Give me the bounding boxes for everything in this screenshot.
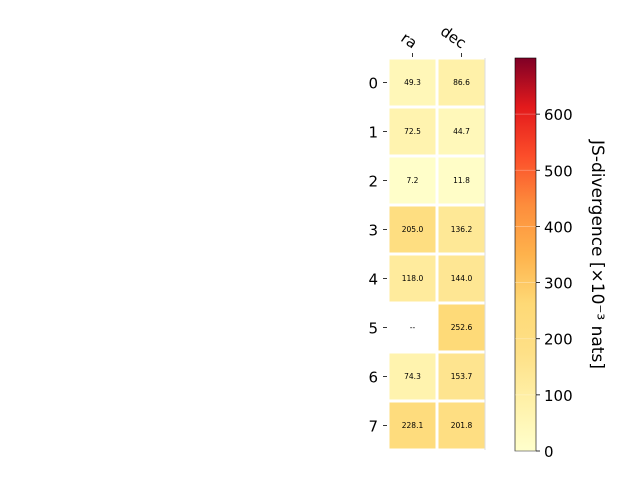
heatmap-cell (438, 304, 485, 351)
y-tick-label: 0 (368, 75, 378, 93)
y-tick-label: 6 (368, 369, 378, 387)
colorbar-tick-label: 600 (544, 106, 573, 124)
cell-value-label: 11.8 (453, 176, 470, 185)
heatmap-cell (389, 206, 436, 253)
x-tick-label: ra (398, 29, 421, 53)
heatmap-cell (438, 353, 485, 400)
heatmap-cell (438, 402, 485, 449)
heatmap-cell (389, 59, 436, 106)
colorbar-gradient (514, 57, 537, 452)
heatmap-cell (438, 206, 485, 253)
colorbar-label: JS-divergence [×10⁻³ nats] (587, 139, 607, 369)
heatmap-cell (389, 255, 436, 302)
heatmap-cell (389, 353, 436, 400)
y-tick-label: 2 (368, 173, 378, 191)
cell-value-label: 44.7 (453, 127, 470, 136)
y-tick-label: 3 (368, 222, 378, 240)
colorbar-tick-label: 500 (544, 162, 573, 180)
heatmap-cell (438, 59, 485, 106)
cell-value-label: 153.7 (451, 372, 473, 381)
cell-value-label: 49.3 (404, 78, 421, 87)
cell-value-label: 144.0 (451, 274, 473, 283)
cell-value-label: 74.3 (404, 372, 421, 381)
cell-value-label: 72.5 (404, 127, 421, 136)
colorbar-tick-label: 200 (544, 331, 573, 349)
cell-value-label: 228.1 (402, 421, 424, 430)
colorbar-tick-label: 300 (544, 275, 573, 293)
colorbar-tick-label: 100 (544, 387, 573, 405)
heatmap-cell (438, 108, 485, 155)
heatmap-cell (389, 157, 436, 204)
y-tick-label: 1 (368, 124, 378, 142)
cell-value-label: 252.6 (451, 323, 473, 332)
y-tick-label: 7 (368, 418, 378, 436)
x-tick-label: dec (437, 22, 469, 52)
colorbar-tick-label: 0 (544, 443, 554, 461)
cell-value-label: 205.0 (402, 225, 424, 234)
cell-value-label: 136.2 (451, 225, 473, 234)
colorbar-tick-label: 400 (544, 218, 573, 236)
heatmap-cell (438, 157, 485, 204)
heatmap-cell (438, 255, 485, 302)
heatmap-cell (389, 402, 436, 449)
cell-value-label: 86.6 (453, 78, 470, 87)
cell-value-label: 7.2 (407, 176, 419, 185)
cell-value-label: 118.0 (402, 274, 424, 283)
y-tick-label: 5 (368, 320, 378, 338)
colorbar: 0 100 200 300 400 500 600 JS-divergence [×10⁻³ … (514, 57, 607, 461)
cell-value-label: -- (410, 323, 416, 332)
y-tick-label: 4 (368, 271, 378, 289)
heatmap-grid: 49.3 86.6 72.5 44.7 7.2 11.8 205.0 136.2 118.0 14… (389, 59, 485, 449)
heatmap-cell (389, 108, 436, 155)
cell-value-label: 201.8 (451, 421, 473, 430)
